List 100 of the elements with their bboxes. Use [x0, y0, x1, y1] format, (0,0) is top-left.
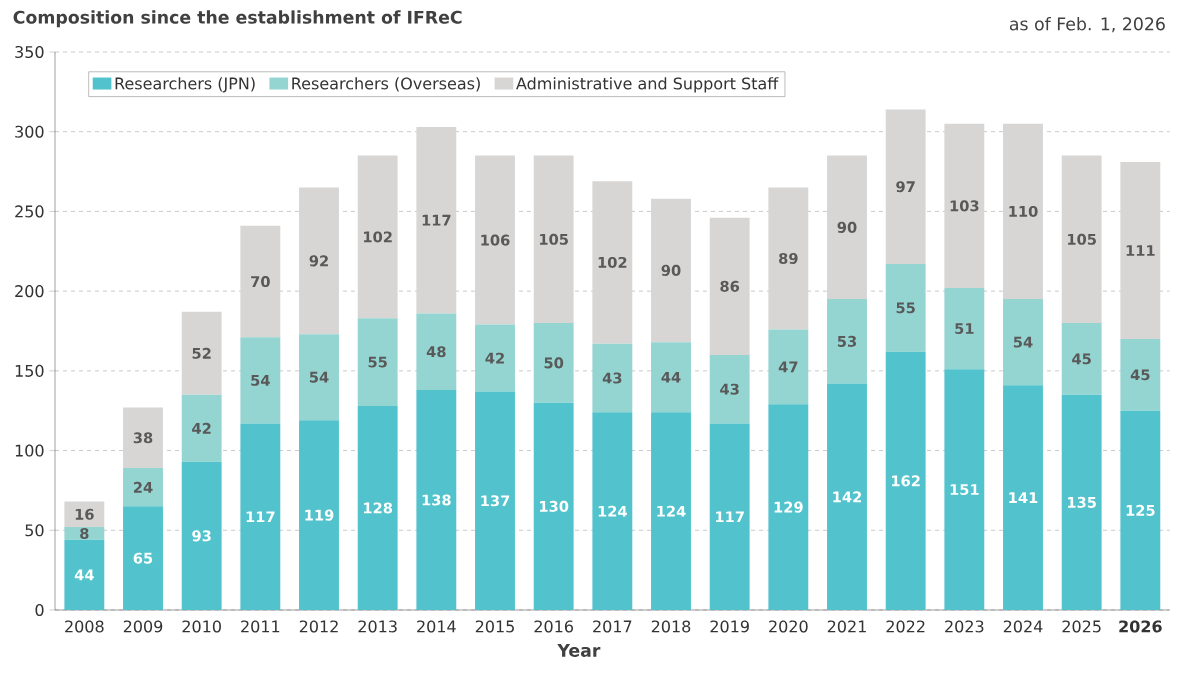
x-tick-label: 2017 — [593, 620, 632, 633]
data-label: 70 — [251, 276, 270, 288]
data-label: 42 — [192, 422, 211, 434]
bar — [1003, 385, 1043, 610]
x-tick-label: 2013 — [358, 620, 397, 633]
data-label: 90 — [837, 221, 857, 233]
data-label: 38 — [133, 432, 153, 444]
bar — [533, 155, 574, 324]
bar — [123, 407, 163, 469]
legend-label: Administrative and Support Staff — [516, 77, 779, 93]
x-tick-label: 2015 — [475, 620, 514, 633]
bar — [592, 412, 633, 610]
data-label: 111 — [1126, 245, 1155, 256]
data-label: 103 — [950, 200, 979, 212]
bar — [299, 420, 339, 610]
x-tick-label: 2020 — [769, 620, 808, 633]
data-label: 106 — [481, 234, 510, 246]
bar — [1061, 323, 1102, 395]
text: as of Feb. 1, 2026 — [1009, 17, 1165, 33]
bar — [416, 313, 457, 390]
x-tick-label: 2009 — [123, 620, 163, 633]
data-label: 97 — [896, 181, 915, 193]
data-label: 55 — [896, 302, 915, 314]
data-label: 151 — [950, 484, 979, 496]
data-label: 45 — [1072, 353, 1091, 365]
y-tick-label: 0 — [35, 603, 44, 617]
x-tick-label: 2019 — [710, 620, 749, 633]
y-tick-label: 100 — [15, 444, 44, 457]
y-tick-label: 50 — [25, 524, 44, 537]
data-label: 8 — [80, 527, 89, 540]
bar — [709, 423, 750, 610]
bar — [885, 264, 926, 352]
bar — [768, 329, 809, 405]
bar — [651, 412, 691, 610]
bar — [475, 391, 515, 610]
bar — [64, 539, 105, 610]
data-label: 117 — [422, 214, 451, 226]
data-label: 105 — [540, 233, 568, 245]
bar — [592, 343, 633, 413]
bar — [299, 334, 339, 421]
data-label: 93 — [192, 530, 211, 542]
bar — [709, 217, 750, 355]
x-tick-label: 2016 — [534, 620, 574, 633]
bar — [1120, 338, 1161, 411]
bar — [416, 389, 457, 610]
data-label: 54 — [309, 371, 329, 383]
data-label: 138 — [422, 494, 451, 506]
y-tick-label: 250 — [15, 205, 44, 218]
y-tick-label: 300 — [15, 125, 44, 138]
bar — [123, 468, 163, 507]
data-label: 47 — [778, 361, 798, 373]
data-label: 110 — [1009, 205, 1038, 217]
bar — [181, 461, 222, 610]
data-label: 102 — [364, 231, 392, 243]
legend-label: Researchers (Overseas) — [292, 77, 480, 92]
data-label: 124 — [598, 505, 627, 517]
bar — [885, 109, 926, 265]
bar — [533, 323, 574, 403]
bar — [1120, 162, 1161, 339]
x-tick-label: 2008 — [65, 620, 104, 633]
bar — [592, 181, 633, 344]
bar — [651, 198, 691, 343]
data-label: 55 — [368, 356, 387, 368]
data-label: 45 — [1130, 369, 1150, 381]
x-tick-label: 2014 — [417, 620, 456, 633]
bar — [64, 527, 105, 540]
x-tick-label: 2024 — [1003, 620, 1043, 633]
data-label: 119 — [305, 509, 334, 521]
bar — [827, 299, 867, 384]
y-tick-label: 200 — [15, 285, 44, 298]
bar — [1003, 299, 1043, 386]
chart-title: Composition since the establishment of IFReC — [13, 10, 462, 28]
bar — [533, 402, 574, 610]
data-label: 105 — [1068, 233, 1096, 245]
data-label: 54 — [1013, 336, 1033, 348]
bar — [123, 506, 163, 610]
data-label: 102 — [598, 256, 627, 268]
bar — [827, 155, 867, 300]
data-label: 44 — [74, 569, 94, 581]
x-tick-label: 2011 — [241, 620, 280, 633]
x-tick-label: 2012 — [299, 620, 338, 633]
bar — [1003, 123, 1043, 300]
bar — [416, 126, 457, 314]
data-label: 43 — [602, 372, 622, 384]
data-label: 117 — [246, 511, 275, 523]
bar — [240, 225, 281, 338]
bar — [475, 324, 515, 392]
x-tick-label: 2022 — [886, 620, 925, 633]
data-label: 125 — [1126, 504, 1155, 516]
bar — [357, 155, 398, 319]
bar — [885, 351, 926, 610]
x-tick-label: 2021 — [827, 620, 866, 633]
bar — [181, 311, 222, 395]
data-label: 53 — [837, 335, 857, 347]
bar — [768, 187, 809, 330]
data-label: 42 — [485, 352, 504, 364]
x-tick-label: 2023 — [945, 620, 984, 633]
data-label: 89 — [779, 252, 798, 264]
bar — [1061, 394, 1102, 610]
data-label: 24 — [133, 481, 153, 493]
